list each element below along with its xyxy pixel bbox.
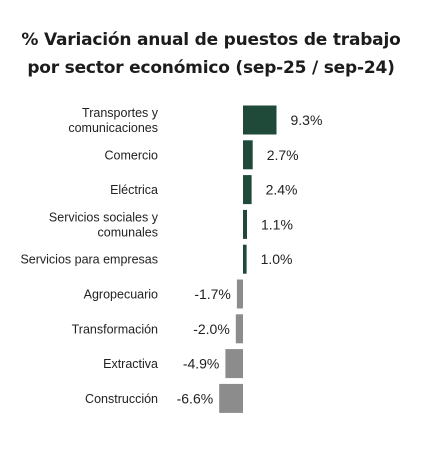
category-label: Agropecuario: [84, 288, 158, 302]
category-label: Servicios sociales y comunales: [49, 210, 159, 239]
bar: [243, 105, 277, 135]
chart-title-line-2: por sector económico (sep-25 / sep-24): [27, 58, 395, 78]
category-label-line: Construcción: [85, 392, 158, 406]
category-label: Construcción: [85, 392, 158, 406]
chart-title: % Variación anual de puestos de trabajo …: [0, 26, 422, 82]
bar: [219, 383, 243, 413]
category-label: Comercio: [105, 148, 159, 162]
bar: [243, 244, 247, 274]
category-label-line: Transformación: [72, 322, 158, 336]
data-label: 2.4%: [266, 182, 298, 198]
category-label-line: Comercio: [105, 148, 159, 162]
bar: [243, 140, 253, 170]
bar: [243, 209, 247, 239]
category-label-line: Servicios sociales y: [49, 210, 159, 224]
bar: [236, 279, 243, 309]
data-label: -2.0%: [193, 321, 230, 337]
category-label-line: Servicios para empresas: [20, 253, 158, 267]
data-label: -6.6%: [177, 390, 214, 406]
category-label: Extractiva: [103, 357, 158, 371]
bar: [243, 175, 252, 205]
category-label-line: Agropecuario: [84, 288, 158, 302]
data-label: 9.3%: [291, 112, 323, 128]
chart-title-line-1: % Variación anual de puestos de trabajo: [21, 30, 401, 50]
category-label-line: Extractiva: [103, 357, 158, 371]
data-label: 1.0%: [261, 251, 293, 267]
category-label-line: Transportes y: [82, 106, 159, 120]
bar: [225, 349, 243, 379]
category-label-line: Eléctrica: [110, 183, 158, 197]
category-label-line: comunales: [98, 225, 158, 239]
category-label-line: comunicaciones: [68, 121, 158, 135]
data-label: 2.7%: [267, 147, 299, 163]
category-label: Eléctrica: [110, 183, 158, 197]
bar: [235, 314, 243, 344]
category-label: Servicios para empresas: [20, 253, 158, 267]
category-label: Transportes y comunicaciones: [68, 106, 158, 135]
data-label: 1.1%: [261, 216, 293, 232]
data-label: -4.9%: [183, 356, 220, 372]
data-label: -1.7%: [194, 286, 231, 302]
category-label: Transformación: [72, 322, 158, 336]
